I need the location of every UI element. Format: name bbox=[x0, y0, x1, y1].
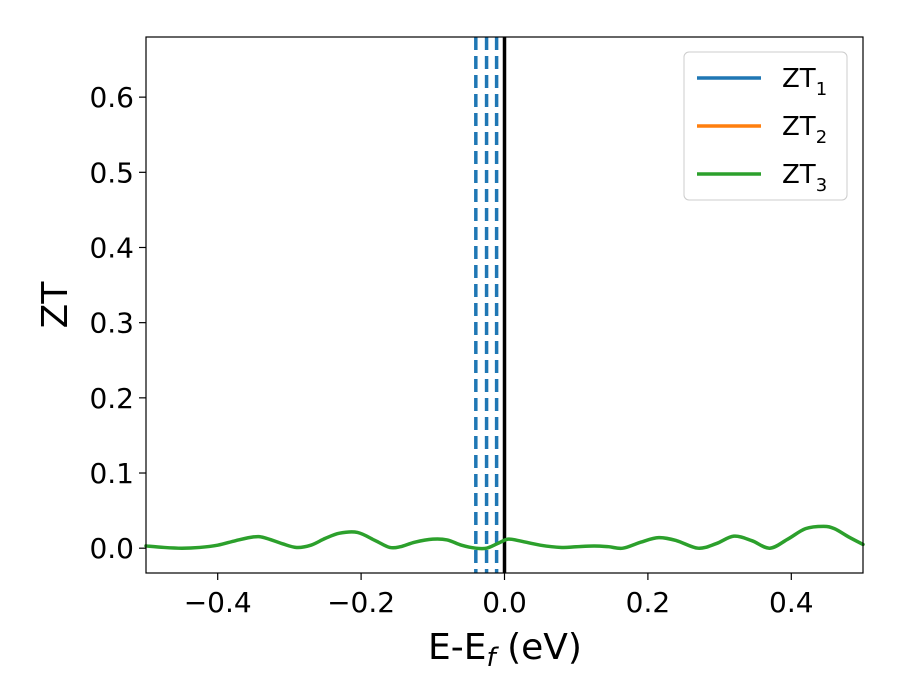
legend-label-sub: 3 bbox=[816, 175, 827, 196]
x-axis-title-suffix: (eV) bbox=[496, 627, 582, 668]
legend-box bbox=[683, 51, 848, 201]
legend-label: ZT1 bbox=[782, 64, 827, 100]
x-tick-label: −0.4 bbox=[184, 586, 252, 619]
vertical-lines bbox=[474, 37, 507, 573]
series-line-0 bbox=[144, 524, 865, 551]
y-tick-label: 0.4 bbox=[89, 231, 134, 264]
x-axis-title: E-Ef (eV) bbox=[428, 627, 582, 673]
legend-label-main: ZT bbox=[782, 160, 816, 190]
y-tick-label: 0.3 bbox=[89, 307, 134, 340]
y-tick-label: 0.0 bbox=[89, 532, 134, 565]
x-tick-label: 0.2 bbox=[626, 586, 671, 619]
y-tick-label: 0.1 bbox=[89, 457, 134, 490]
x-tick-label: −0.2 bbox=[327, 586, 395, 619]
y-tick-label: 0.6 bbox=[89, 81, 134, 114]
y-axis-title: ZT bbox=[35, 281, 76, 329]
y-tick-label: 0.5 bbox=[89, 156, 134, 189]
legend-label-main: ZT bbox=[782, 112, 816, 142]
legend-label-sub: 2 bbox=[816, 127, 827, 148]
legend-label-main: ZT bbox=[782, 64, 816, 94]
y-axis-ticks: 0.0 0.1 0.2 0.3 0.4 0.5 0.6 bbox=[89, 81, 146, 565]
x-tick-label: 0.4 bbox=[769, 586, 814, 619]
series-lines bbox=[144, 524, 865, 551]
legend-label-sub: 1 bbox=[816, 79, 827, 100]
x-tick-label: 0.0 bbox=[482, 586, 527, 619]
x-axis-ticks: −0.4 −0.2 0.0 0.2 0.4 bbox=[184, 573, 814, 619]
legend-label: ZT2 bbox=[782, 112, 827, 148]
x-axis-title-main: E-E bbox=[428, 627, 486, 668]
y-tick-label: 0.2 bbox=[89, 382, 134, 415]
legend-label: ZT3 bbox=[782, 160, 827, 196]
